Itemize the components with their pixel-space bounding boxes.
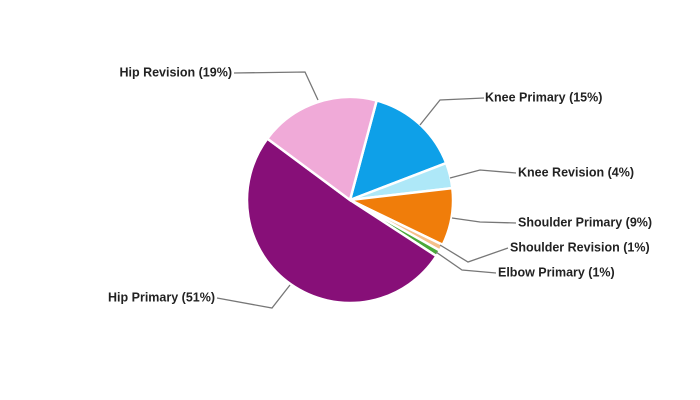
leader-line [439,244,509,263]
leader-line [435,251,497,274]
pie-slice [265,95,379,203]
slice-label: Knee Revision (4%) [518,165,634,179]
leader-line [451,217,517,224]
leader-line [216,284,291,309]
slice-label: Hip Revision (19%) [119,65,232,79]
slice-label: Elbow Primary (1%) [498,265,615,279]
slice-label: Shoulder Primary (9%) [518,215,652,229]
leader-line [449,169,517,179]
slice-label: Knee Primary (15%) [485,90,602,104]
pie-slice [245,136,439,305]
leader-line [419,97,485,126]
slice-label: Hip Primary (51%) [108,290,215,304]
leader-line [233,71,319,101]
pie-slice [348,98,448,203]
slice-label: Shoulder Revision (1%) [510,240,650,254]
